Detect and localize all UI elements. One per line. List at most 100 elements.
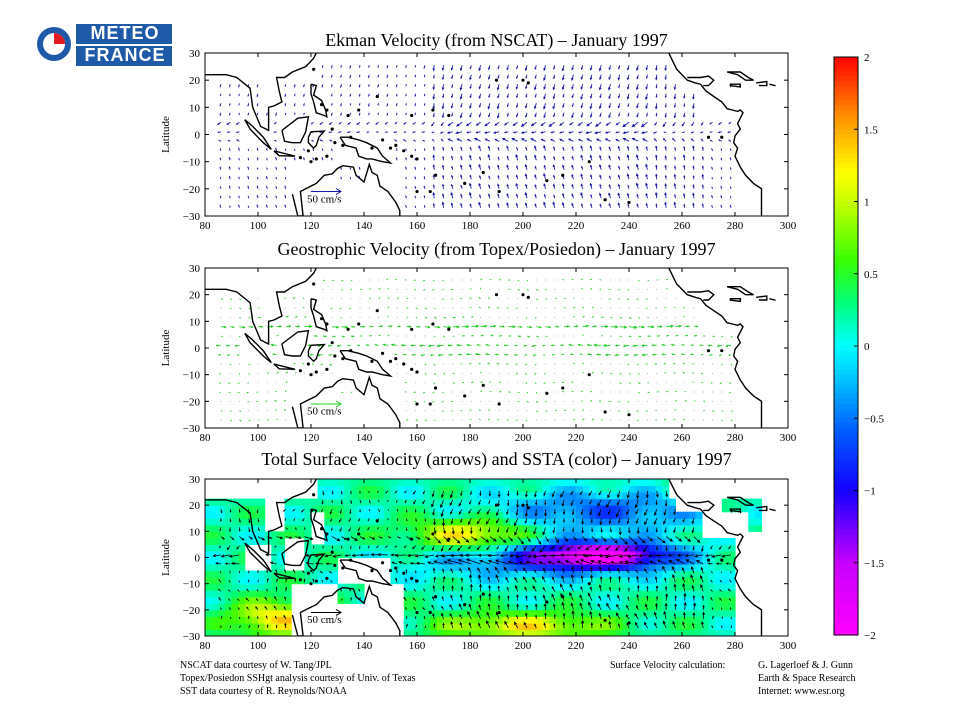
ssta-cell [582,485,590,493]
vector-arrow [309,353,314,356]
colorbar-band [834,114,858,121]
island [394,566,398,570]
vector-arrow [516,74,519,80]
vector-arrow [415,569,417,574]
ssta-cell [470,622,478,630]
ssta-cell [489,498,498,506]
vector-arrow [580,499,583,505]
ssta-cell [284,596,292,604]
island [341,357,345,361]
vector-arrow [590,194,593,199]
x-tick-label: 100 [250,640,267,652]
ssta-cell [516,492,524,500]
island [370,146,374,150]
vector-arrow [534,112,537,118]
vector-arrow [347,344,351,347]
vector-arrow [498,288,500,290]
ssta-cell [330,524,339,532]
vector-arrow [619,279,621,281]
vector-arrow [673,583,677,592]
ssta-cell [622,479,630,487]
vector-arrow [458,603,463,610]
ssta-cell [642,577,650,585]
vector-arrow [312,157,315,161]
ssta-cell [602,557,610,565]
ssta-cell [701,629,710,636]
ssta-cell [529,524,537,532]
ssta-cell [277,622,286,630]
vector-arrow [395,93,398,97]
ssta-cell [509,570,517,578]
ssta-cell [430,629,438,636]
colorbar-band [834,490,858,496]
vector-arrow [275,185,278,189]
ssta-cell [562,531,570,539]
vector-arrow [441,103,445,110]
ssta-cell [509,596,517,604]
coast-segment [307,130,326,150]
ssta-cell [350,485,358,493]
ssta-cell [655,577,663,585]
vector-arrow [543,567,546,574]
vector-arrow [429,354,435,357]
ssta-cell [695,609,703,617]
colorbar-band [834,582,858,588]
vector-arrow [234,344,240,347]
vector-arrow [431,131,435,134]
vector-arrow [582,324,590,328]
vector-arrow [488,409,491,412]
vector-arrow [450,202,454,208]
vector-arrow [683,192,686,199]
ssta-cell [436,479,445,487]
vector-arrow [610,419,611,421]
vector-arrow [591,325,598,328]
colorbar-band [834,610,858,617]
colorbar-band [834,572,858,578]
ssta-cell [238,622,246,630]
vector-arrow [635,154,639,161]
vector-arrow [514,577,519,583]
ssta-cell [350,518,358,526]
ssta-cell [218,551,226,559]
island [341,566,345,570]
ssta-cell [443,557,451,565]
ssta-cell [668,590,676,598]
ssta-cell [443,531,451,539]
vector-arrow [668,560,676,565]
vector-arrow [396,307,398,309]
vector-arrow [522,567,528,574]
vector-arrow [447,344,453,347]
ssta-cell [609,551,617,559]
vector-arrow [636,65,639,72]
vector-arrow [682,611,686,620]
ssta-cell [562,485,570,493]
vector-arrow [443,316,447,319]
ssta-cell [516,609,524,617]
ssta-cell [271,609,279,617]
vector-arrow [653,138,658,142]
vector-arrow [561,575,565,583]
vector-arrow [424,307,428,310]
vector-arrow [507,490,510,497]
ssta-cell [562,603,570,611]
vector-arrow [497,604,500,610]
vector-arrow [563,419,565,421]
vector-arrow [562,192,565,199]
ssta-cell [205,544,213,552]
vector-arrow [721,625,723,629]
vector-arrow [346,131,351,134]
vector-arrow [496,103,500,110]
vector-arrow [503,566,509,574]
ssta-cell [390,570,398,578]
ssta-cell [258,531,266,539]
vector-arrow [580,565,584,574]
vector-arrow [239,298,242,301]
vector-arrow [387,297,390,300]
island [526,506,530,510]
x-tick-label: 180 [462,432,479,444]
vector-arrow [598,103,602,110]
vector-arrow [711,156,713,161]
vector-arrow [405,569,408,574]
vector-arrow [572,622,575,629]
ssta-cell [423,498,431,506]
